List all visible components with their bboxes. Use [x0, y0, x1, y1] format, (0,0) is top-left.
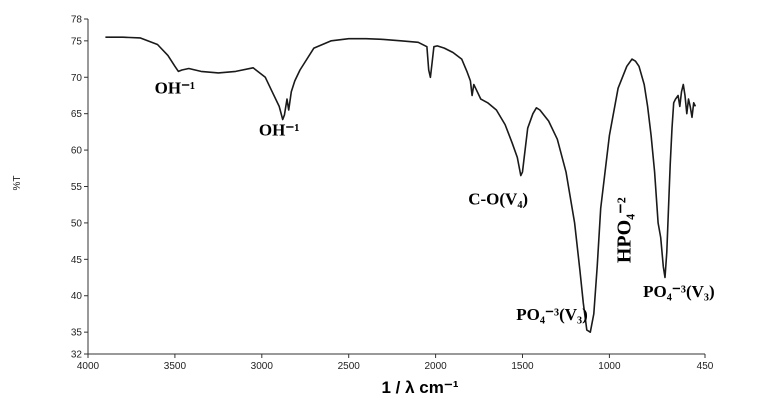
x-tick-label: 1000 — [598, 361, 621, 372]
peak-annotation: PO₄⁻³(V₃) — [643, 282, 714, 301]
x-tick-label: 3500 — [164, 361, 187, 372]
peak-annotation: HPO₄⁻² — [613, 197, 635, 263]
axes: 32 35 40 45 50 55 60 65 70 75 78 4000 3500 3000 2500 20… — [71, 15, 714, 373]
y-tick-label: 75 — [71, 36, 83, 47]
y-tick-label: 40 — [71, 291, 83, 302]
x-axis-title: 1 / λ cm⁻¹ — [381, 378, 458, 397]
plot-area — [105, 36, 697, 333]
y-tick-label: 32 — [71, 350, 83, 361]
x-tick-label: 3000 — [251, 361, 274, 372]
peak-annotation: OH⁻¹ — [259, 121, 300, 140]
x-tick-label: 2500 — [338, 361, 361, 372]
y-tick-label: 45 — [71, 255, 83, 266]
y-axis-title: %T — [12, 176, 23, 191]
x-tick-label: 4000 — [77, 361, 100, 372]
y-tick-label: 65 — [71, 109, 83, 120]
peak-annotation: OH⁻¹ — [155, 78, 196, 97]
y-tick-label: 70 — [71, 73, 83, 84]
x-tick-label: 2000 — [424, 361, 447, 372]
x-tick-label: 450 — [697, 361, 714, 372]
y-tick-label: 35 — [71, 328, 83, 339]
peak-annotation: PO₄⁻³(V₃) — [516, 305, 587, 324]
y-tick-label: 78 — [71, 15, 83, 26]
spectrum-line — [105, 36, 697, 333]
x-tick-label: 1500 — [511, 361, 534, 372]
y-tick-label: 55 — [71, 182, 83, 193]
y-tick-label: 50 — [71, 218, 83, 229]
annotations: OH⁻¹ OH⁻¹ C-O(V₄) HPO₄⁻² PO₄⁻³(V₃) PO₄⁻³(V₃) — [155, 78, 715, 323]
y-tick-label: 60 — [71, 146, 83, 157]
peak-annotation: C-O(V₄) — [468, 190, 528, 209]
